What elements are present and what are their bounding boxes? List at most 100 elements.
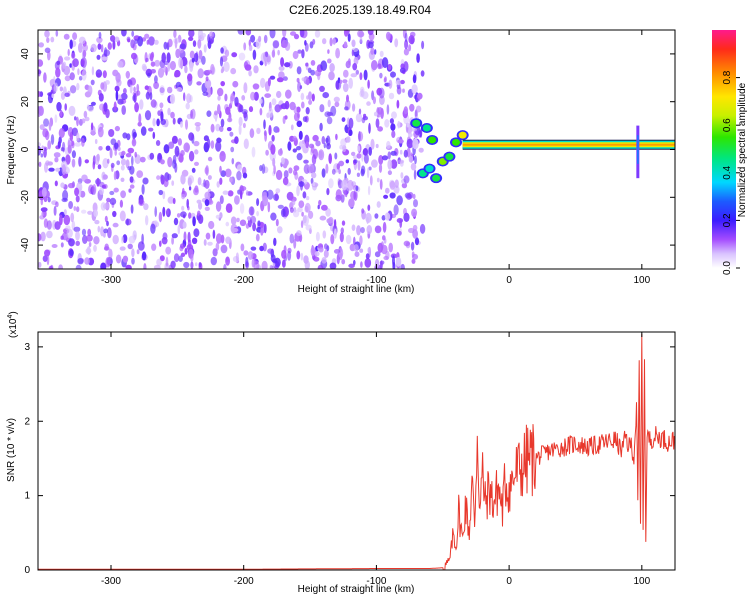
noise-blob (310, 69, 316, 76)
noise-blob (204, 199, 210, 207)
noise-blob (342, 79, 348, 84)
noise-blob (174, 69, 181, 78)
noise-blob (38, 42, 44, 48)
noise-blob (215, 201, 222, 212)
noise-blob (328, 153, 333, 165)
noise-blob (220, 244, 228, 254)
noise-blob (390, 150, 397, 156)
noise-blob (40, 153, 44, 158)
noise-blob (318, 149, 325, 161)
noise-blob (368, 166, 372, 171)
noise-blob (348, 129, 353, 136)
noise-blob (248, 106, 254, 113)
noise-blob (74, 142, 81, 147)
noise-blob (261, 163, 266, 174)
noise-blob (75, 264, 82, 269)
noise-blob (383, 77, 387, 83)
noise-blob (93, 236, 100, 245)
noise-blob (280, 157, 285, 165)
noise-blob (154, 59, 161, 67)
noise-blob (90, 101, 96, 106)
noise-blob (38, 142, 42, 147)
noise-blob (217, 87, 224, 97)
y-tick-label: 0 (20, 146, 31, 152)
noise-blob (48, 167, 55, 172)
noise-blob (275, 169, 283, 181)
noise-blob (343, 30, 349, 37)
noise-blob (131, 257, 135, 265)
noise-blob (220, 234, 225, 244)
noise-blob (325, 208, 331, 217)
noise-blob (337, 77, 341, 84)
noise-blob (160, 111, 164, 122)
spike-mark-core (637, 135, 639, 164)
y-tick-label: 20 (20, 96, 31, 108)
noise-blob (96, 73, 101, 78)
noise-blob (149, 92, 153, 101)
noise-blob (91, 66, 95, 76)
noise-blob (322, 92, 330, 99)
noise-blob (355, 185, 359, 192)
noise-blob (291, 200, 296, 206)
noise-blob (408, 155, 414, 163)
noise-blob (290, 31, 297, 36)
noise-blob (138, 113, 142, 124)
noise-blob (76, 206, 80, 213)
noise-blob (172, 197, 176, 205)
noise-blob (188, 212, 192, 219)
noise-blob (206, 110, 212, 117)
noise-blob (384, 119, 390, 128)
noise-blob (82, 50, 87, 58)
noise-blob (94, 139, 98, 144)
colorbar: 0.0 0.2 0.4 0.6 0.8 Normalized spectral ampl… (712, 30, 748, 275)
noise-blob (389, 180, 396, 190)
noise-blob (208, 220, 215, 230)
noise-blob (341, 117, 346, 122)
noise-blob (293, 169, 298, 176)
noise-blob (84, 257, 90, 265)
noise-blob (109, 148, 113, 159)
noise-blob (219, 150, 226, 162)
noise-blob (219, 125, 224, 132)
noise-blob (331, 168, 336, 175)
noise-blob (264, 93, 272, 98)
noise-blob (376, 177, 380, 183)
noise-blob (60, 182, 65, 188)
noise-blob (108, 248, 113, 260)
noise-blob (167, 107, 171, 116)
noise-blob (186, 93, 192, 104)
noise-blob (344, 106, 349, 111)
noise-blob (90, 43, 97, 53)
noise-blob (394, 38, 399, 48)
noise-blob (170, 111, 175, 119)
noise-blob (324, 111, 332, 118)
y-tick-label: 40 (20, 48, 31, 60)
noise-blob (403, 175, 410, 184)
noise-blob (402, 88, 405, 93)
noise-blob (69, 39, 73, 49)
noise-blob (60, 147, 65, 152)
noise-blob (174, 38, 178, 49)
noise-blob (104, 215, 108, 223)
colorbar-tick-label: 0.6 (722, 118, 733, 132)
noise-blob (292, 148, 297, 153)
noise-blob (315, 231, 320, 242)
noise-blob (243, 250, 249, 256)
noise-blob (375, 143, 379, 149)
spectrogram-y-ticks: -40 -20 0 20 40 (20, 48, 675, 252)
noise-blob (183, 231, 187, 242)
noise-blob (365, 212, 372, 223)
noise-blob (104, 243, 109, 251)
noise-blob (177, 224, 181, 235)
noise-blob (408, 132, 413, 138)
noise-blob (82, 44, 89, 52)
noise-blob (87, 228, 92, 237)
noise-blob (416, 53, 420, 63)
noise-blob (292, 209, 300, 218)
noise-blob (284, 62, 291, 68)
noise-blob (370, 47, 375, 55)
noise-blob (78, 76, 83, 81)
noise-blob (167, 38, 173, 48)
noise-blob (372, 96, 376, 105)
noise-blob (106, 197, 111, 203)
